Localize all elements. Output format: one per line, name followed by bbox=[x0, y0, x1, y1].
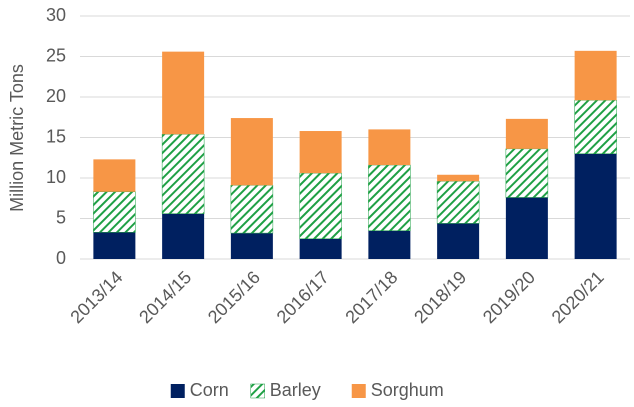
bar-segment bbox=[299, 131, 342, 174]
bar-segment bbox=[436, 180, 480, 224]
bar-segment bbox=[93, 191, 136, 233]
y-tick-label: 30 bbox=[46, 5, 66, 25]
x-tick-label: 2020/21 bbox=[548, 267, 608, 327]
legend-swatch bbox=[170, 384, 185, 398]
bar-segment bbox=[505, 118, 548, 149]
bar-segment bbox=[162, 51, 205, 135]
bar-segment bbox=[505, 197, 548, 259]
bar-segment bbox=[574, 99, 617, 154]
y-tick-label: 15 bbox=[46, 126, 66, 146]
x-tick-label: 2015/16 bbox=[204, 267, 264, 327]
legend-label: Barley bbox=[270, 380, 321, 400]
x-tick-label: 2017/18 bbox=[341, 267, 401, 327]
bar-segment bbox=[299, 172, 342, 239]
legend-label: Corn bbox=[190, 380, 229, 400]
bar-segment bbox=[93, 159, 136, 192]
y-tick-label: 10 bbox=[46, 167, 66, 187]
bar-segment bbox=[574, 50, 617, 101]
bar-segment bbox=[299, 238, 342, 259]
legend-swatch bbox=[351, 384, 366, 398]
legend-swatch bbox=[250, 383, 265, 399]
bar-segment bbox=[368, 129, 411, 166]
bar-segment bbox=[368, 164, 411, 231]
bar-segment bbox=[161, 134, 205, 214]
y-tick-label: 20 bbox=[46, 86, 66, 106]
y-tick-label: 5 bbox=[56, 207, 66, 227]
bar-segment bbox=[505, 148, 549, 198]
bar-segment bbox=[230, 185, 274, 234]
bar-segment bbox=[368, 230, 411, 259]
bar-segment bbox=[93, 232, 136, 259]
x-tick-label: 2014/15 bbox=[135, 267, 195, 327]
y-tick-label: 25 bbox=[46, 45, 66, 65]
bar-segment bbox=[230, 233, 273, 259]
bar-segment bbox=[574, 153, 617, 259]
bar-segment bbox=[437, 174, 480, 182]
bar-segment bbox=[230, 118, 273, 186]
x-tick-label: 2013/14 bbox=[66, 267, 126, 327]
x-tick-label: 2018/19 bbox=[410, 267, 470, 327]
bar-segment bbox=[162, 213, 205, 259]
x-tick-label: 2016/17 bbox=[273, 267, 333, 327]
y-tick-label: 0 bbox=[56, 248, 66, 268]
legend-label: Sorghum bbox=[371, 380, 444, 400]
bar-segment bbox=[437, 223, 480, 259]
x-tick-label: 2019/20 bbox=[479, 267, 539, 327]
y-axis-label: Million Metric Tons bbox=[7, 64, 27, 212]
